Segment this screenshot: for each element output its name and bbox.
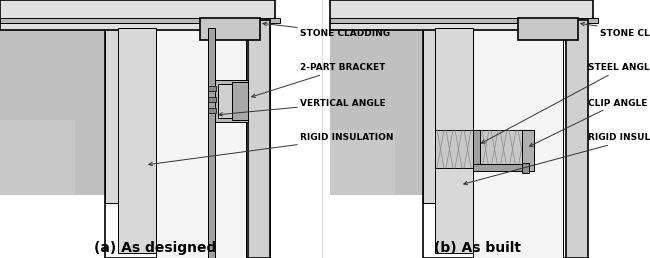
- Bar: [208, 97, 216, 102]
- Bar: [473, 130, 480, 168]
- Bar: [208, 108, 216, 113]
- Bar: [218, 84, 232, 118]
- Bar: [232, 82, 248, 120]
- Text: STONE CLADDING: STONE CLADDING: [263, 22, 390, 37]
- Bar: [473, 164, 528, 171]
- Text: STEEL ANGLE: STEEL ANGLE: [482, 63, 650, 143]
- Bar: [105, 28, 270, 258]
- Text: STONE CLADDING: STONE CLADDING: [581, 22, 650, 37]
- Bar: [518, 18, 578, 40]
- Text: RIGID INSULATION: RIGID INSULATION: [149, 133, 393, 166]
- Bar: [423, 28, 475, 203]
- Polygon shape: [330, 0, 593, 30]
- Bar: [208, 28, 215, 258]
- Bar: [0, 18, 280, 23]
- Bar: [200, 18, 260, 40]
- Text: (a) As designed: (a) As designed: [94, 241, 216, 255]
- Polygon shape: [0, 0, 275, 30]
- Bar: [156, 28, 246, 258]
- Text: (b) As built: (b) As built: [434, 241, 521, 255]
- Bar: [566, 20, 588, 258]
- Bar: [435, 28, 473, 253]
- Bar: [208, 86, 216, 91]
- Text: CLIP ANGLE: CLIP ANGLE: [530, 99, 647, 146]
- Bar: [330, 18, 598, 23]
- Bar: [118, 28, 156, 253]
- Text: 2-PART BRACKET: 2-PART BRACKET: [252, 63, 385, 98]
- Bar: [215, 80, 248, 122]
- Bar: [522, 163, 529, 173]
- Bar: [435, 130, 523, 168]
- Bar: [248, 20, 270, 258]
- Bar: [0, 120, 75, 195]
- Bar: [473, 28, 563, 258]
- Bar: [330, 0, 425, 195]
- Bar: [330, 130, 395, 195]
- Bar: [522, 130, 534, 171]
- Text: VERTICAL ANGLE: VERTICAL ANGLE: [219, 99, 385, 116]
- Bar: [0, 0, 108, 195]
- Bar: [105, 28, 165, 203]
- Bar: [423, 28, 578, 258]
- Text: RIGID INSULATION: RIGID INSULATION: [463, 133, 650, 185]
